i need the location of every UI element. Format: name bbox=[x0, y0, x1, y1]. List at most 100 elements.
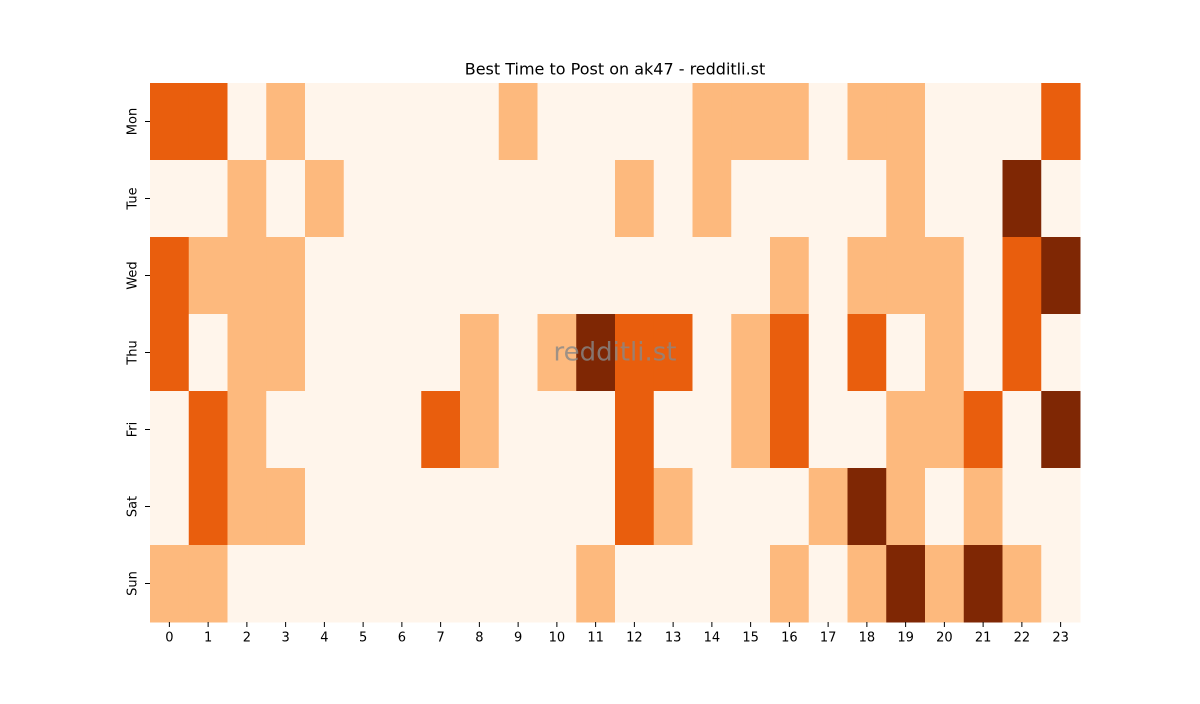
heatmap-cell bbox=[886, 545, 926, 623]
x-tick-label: 18 bbox=[859, 631, 876, 646]
heatmap-cell bbox=[188, 83, 228, 161]
heatmap-cell bbox=[770, 160, 810, 238]
heatmap-cell bbox=[692, 391, 732, 469]
heatmap-cell bbox=[537, 314, 577, 392]
heatmap-cell bbox=[188, 160, 228, 238]
heatmap-cell bbox=[576, 545, 616, 623]
heatmap-cell bbox=[1041, 545, 1081, 623]
chart-title: Best Time to Post on ak47 - redditli.st bbox=[465, 60, 766, 79]
heatmap-cell bbox=[770, 545, 810, 623]
heatmap-cell bbox=[770, 314, 810, 392]
heatmap-cell bbox=[653, 83, 693, 161]
heatmap-cell bbox=[731, 468, 771, 546]
heatmap-cell bbox=[227, 314, 267, 392]
heatmap-cell bbox=[925, 391, 965, 469]
heatmap-cell bbox=[615, 237, 655, 315]
heatmap-cell bbox=[653, 237, 693, 315]
heatmap-cell bbox=[498, 468, 538, 546]
heatmap-cell bbox=[963, 160, 1003, 238]
heatmap-cell bbox=[266, 160, 306, 238]
heatmap-cell bbox=[305, 160, 345, 238]
heatmap-cell bbox=[1002, 83, 1042, 161]
heatmap-cell bbox=[963, 237, 1003, 315]
heatmap-cell bbox=[1041, 83, 1081, 161]
heatmap-cell bbox=[847, 391, 887, 469]
x-tick-label: 13 bbox=[665, 631, 682, 646]
heatmap-cell bbox=[537, 391, 577, 469]
heatmap-cell bbox=[227, 160, 267, 238]
heatmap-cell bbox=[421, 160, 461, 238]
y-tick-label: Sat bbox=[126, 496, 141, 517]
heatmap-cell bbox=[808, 237, 848, 315]
x-tick-label: 0 bbox=[165, 631, 173, 646]
heatmap-cell bbox=[382, 391, 422, 469]
heatmap-cell bbox=[421, 314, 461, 392]
heatmap-cell bbox=[382, 545, 422, 623]
heatmap-cell bbox=[227, 237, 267, 315]
heatmap-cell bbox=[305, 83, 345, 161]
y-tick-label: Fri bbox=[126, 422, 141, 438]
heatmap-cell bbox=[653, 545, 693, 623]
x-tick-label: 15 bbox=[742, 631, 759, 646]
heatmap-cell bbox=[150, 545, 190, 623]
x-tick-label: 21 bbox=[975, 631, 992, 646]
heatmap-cell bbox=[925, 468, 965, 546]
heatmap-cell bbox=[731, 160, 771, 238]
heatmap-cell bbox=[460, 545, 500, 623]
heatmap-cell bbox=[343, 160, 383, 238]
heatmap-cell bbox=[227, 545, 267, 623]
x-tick-label: 4 bbox=[320, 631, 328, 646]
heatmap-cell bbox=[305, 468, 345, 546]
heatmap-cell bbox=[692, 545, 732, 623]
heatmap-cell bbox=[266, 391, 306, 469]
x-tick-label: 7 bbox=[436, 631, 444, 646]
heatmap-cell bbox=[460, 314, 500, 392]
x-tick-label: 8 bbox=[475, 631, 483, 646]
heatmap-cell bbox=[498, 237, 538, 315]
heatmap-cell bbox=[382, 83, 422, 161]
heatmap-cell bbox=[266, 468, 306, 546]
heatmap-cell bbox=[925, 314, 965, 392]
heatmap-cell bbox=[227, 391, 267, 469]
heatmap-cell bbox=[1002, 314, 1042, 392]
heatmap-cell bbox=[343, 314, 383, 392]
x-tick-label: 10 bbox=[549, 631, 566, 646]
heatmap-cell bbox=[615, 391, 655, 469]
heatmap-cell bbox=[498, 391, 538, 469]
heatmap-cell bbox=[150, 160, 190, 238]
heatmap-cell bbox=[576, 391, 616, 469]
heatmap-cell bbox=[692, 314, 732, 392]
heatmap-cell bbox=[886, 83, 926, 161]
x-tick-label: 1 bbox=[204, 631, 212, 646]
heatmap-cell bbox=[266, 83, 306, 161]
heatmap-cell bbox=[925, 545, 965, 623]
heatmap-cell bbox=[188, 545, 228, 623]
heatmap-cell bbox=[382, 237, 422, 315]
heatmap-cell bbox=[808, 545, 848, 623]
heatmap-cell bbox=[266, 237, 306, 315]
heatmap-cell bbox=[188, 314, 228, 392]
x-tick-label: 16 bbox=[781, 631, 798, 646]
heatmap-cell bbox=[576, 314, 616, 392]
heatmap-cell bbox=[266, 545, 306, 623]
y-tick-label: Wed bbox=[126, 261, 141, 289]
heatmap-cell bbox=[925, 237, 965, 315]
heatmap-cell bbox=[305, 237, 345, 315]
heatmap-cell bbox=[808, 468, 848, 546]
heatmap-cell bbox=[963, 545, 1003, 623]
heatmap-cell bbox=[731, 391, 771, 469]
heatmap-cell bbox=[653, 160, 693, 238]
heatmap-cell bbox=[150, 314, 190, 392]
heatmap-cell bbox=[421, 545, 461, 623]
heatmap-cell bbox=[615, 83, 655, 161]
heatmap-cell bbox=[847, 160, 887, 238]
heatmap-cell bbox=[188, 468, 228, 546]
heatmap-cell bbox=[498, 314, 538, 392]
heatmap-cell bbox=[1041, 314, 1081, 392]
heatmap-cell bbox=[615, 314, 655, 392]
heatmap-cell bbox=[498, 545, 538, 623]
heatmap-cell bbox=[1002, 545, 1042, 623]
heatmap-cell bbox=[770, 83, 810, 161]
heatmap-cell bbox=[460, 468, 500, 546]
